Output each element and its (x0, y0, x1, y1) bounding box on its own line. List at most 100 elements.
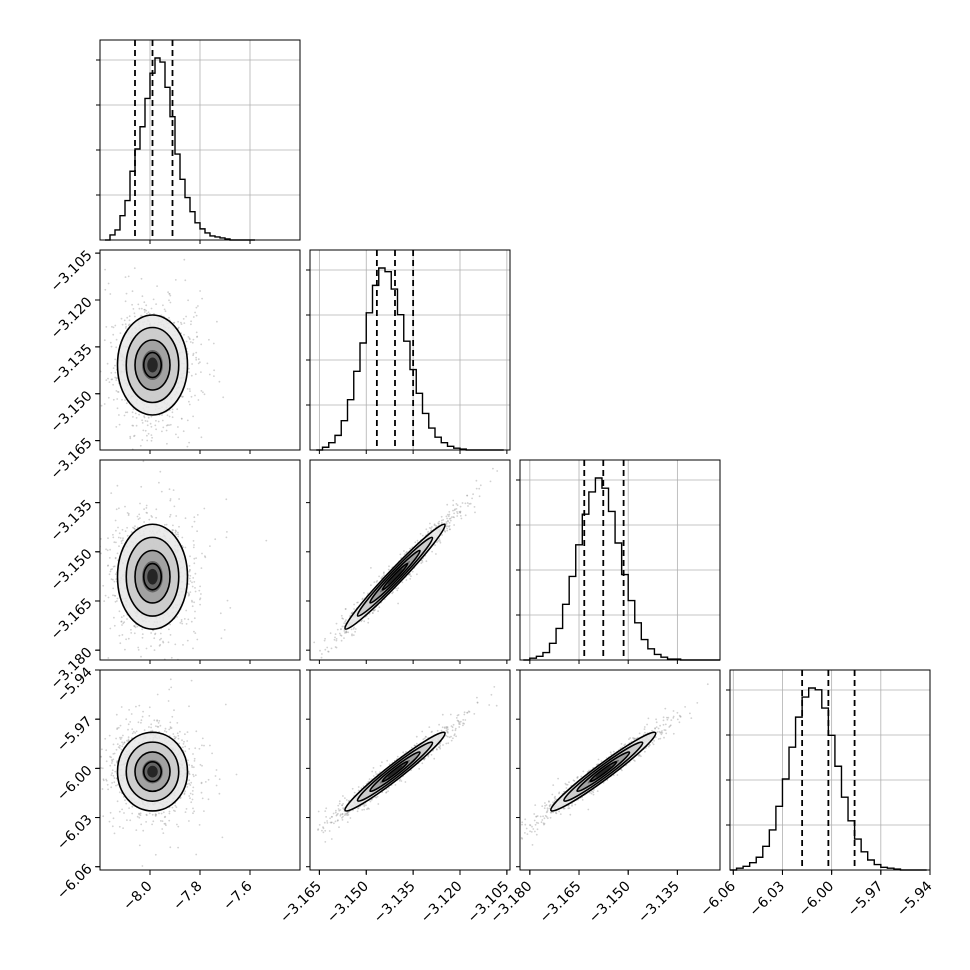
scatter-point (345, 631, 347, 634)
scatter-point (354, 628, 357, 630)
scatter-point (474, 511, 476, 514)
scatter-point (335, 638, 338, 640)
scatter-point (188, 779, 191, 782)
scatter-point (464, 502, 467, 505)
scatter-point (352, 628, 355, 630)
scatter-point (155, 516, 158, 519)
scatter-point (351, 633, 353, 636)
scatter-point (406, 551, 408, 553)
scatter-point (383, 574, 385, 577)
scatter-point (107, 537, 109, 540)
scatter-point (126, 316, 129, 319)
histogram-step (105, 57, 255, 241)
scatter-point (107, 788, 109, 791)
scatter-point (459, 511, 462, 514)
scatter-point (112, 326, 115, 329)
scatter-point (168, 293, 171, 295)
scatter-point (188, 593, 191, 596)
scatter-point (193, 581, 196, 583)
scatter-point (444, 530, 447, 533)
scatter-point (112, 536, 115, 539)
scatter-point (181, 739, 183, 742)
scatter-point (383, 571, 385, 574)
scatter-point (420, 562, 423, 564)
scatter-point (191, 341, 194, 344)
scatter-point (421, 559, 423, 562)
scatter-point (340, 628, 342, 630)
contour-line (142, 562, 163, 591)
scatter-point (179, 622, 182, 624)
scatter-point (131, 812, 134, 815)
scatter-point (186, 639, 189, 642)
scatter-point (188, 705, 190, 708)
scatter-point (112, 587, 115, 590)
scatter-point (453, 516, 455, 519)
scatter-point (182, 644, 184, 646)
scatter-point (409, 578, 412, 580)
scatter-point (145, 647, 148, 650)
scatter-point (456, 515, 459, 517)
scatter-point (108, 557, 111, 559)
scatter-point (433, 524, 436, 527)
scatter-point (156, 285, 159, 287)
scatter-point (135, 424, 138, 427)
scatter-point (442, 519, 445, 521)
scatter-point (121, 539, 124, 542)
scatter-point (335, 622, 338, 625)
scatter-point (189, 341, 192, 343)
scatter-point (110, 345, 113, 348)
scatter-point (446, 517, 448, 520)
scatter-point (150, 645, 152, 648)
scatter-point (425, 528, 428, 531)
scatter-point (116, 407, 119, 410)
scatter-point (118, 507, 120, 510)
scatter-point (330, 647, 333, 650)
scatter-point (192, 546, 195, 549)
scatter-point (344, 608, 347, 610)
scatter-point (327, 650, 330, 653)
scatter-point (118, 791, 121, 794)
scatter-point (163, 308, 166, 311)
scatter-point (129, 819, 132, 822)
panels: −8.0 −7.8 −7.6 −3.165−3.150−3.135−3.120−3.1… (48, 39, 936, 926)
scatter-point (265, 539, 268, 542)
scatter-point (343, 632, 346, 634)
scatter-point (399, 553, 402, 556)
scatter-point (124, 323, 127, 325)
scatter-point (138, 813, 141, 816)
scatter-point (120, 542, 123, 544)
scatter-point (130, 531, 133, 533)
scatter-point (156, 725, 159, 728)
scatter-point (133, 625, 136, 628)
scatter-point (147, 432, 150, 435)
scatter-point (197, 362, 200, 365)
scatter-point (341, 625, 344, 628)
scatter-point (124, 505, 126, 508)
scatter-point (168, 819, 171, 822)
scatter-point (189, 784, 192, 786)
scatter-point (211, 752, 214, 755)
scatter-point (357, 601, 359, 604)
scatter-point (119, 332, 122, 334)
scatter-point (126, 526, 128, 529)
scatter-point (392, 591, 394, 594)
scatter-point (220, 637, 223, 640)
scatter-point (216, 320, 218, 323)
scatter-point (191, 581, 193, 584)
scatter-point (188, 400, 190, 403)
scatter-point (168, 415, 171, 418)
scatter-point (128, 323, 131, 326)
scatter-point (189, 591, 192, 593)
scatter-point (169, 846, 172, 849)
scatter-point (449, 519, 452, 522)
scatter-point (195, 306, 198, 309)
histogram-panel-1 (306, 249, 511, 451)
scatter-point (336, 628, 339, 631)
scatter-point (126, 739, 128, 742)
scatter-point (235, 773, 238, 776)
scatter-point (168, 424, 171, 426)
scatter-point (137, 518, 140, 521)
scatter-point (125, 402, 128, 405)
scatter-point (173, 321, 176, 324)
scatter-point (146, 512, 149, 514)
